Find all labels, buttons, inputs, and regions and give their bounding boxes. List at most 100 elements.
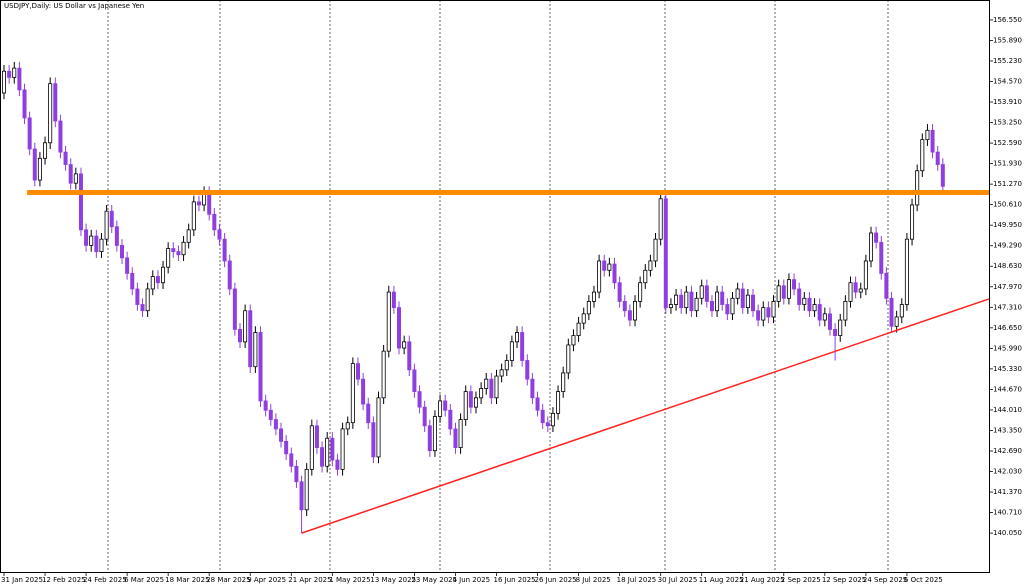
x-tick-label: 24 Sep 2025	[863, 576, 907, 584]
candle-body	[330, 437, 335, 461]
candle-body	[525, 360, 530, 380]
candle-body	[340, 428, 345, 470]
candle-body	[345, 422, 350, 430]
x-tick-label: 31 Jan 2025	[1, 576, 43, 584]
candle-body	[2, 70, 7, 94]
candle-body	[27, 117, 32, 150]
candle-body	[422, 406, 427, 427]
candle-body	[812, 304, 817, 312]
candle-body	[858, 288, 863, 293]
candle-body	[130, 273, 135, 290]
candle-body	[566, 344, 571, 374]
candle-body	[576, 322, 581, 337]
candle-body	[314, 425, 319, 448]
candle-body	[150, 276, 155, 290]
candle-body	[550, 412, 555, 427]
candle-body	[802, 297, 807, 305]
candle-body	[78, 173, 83, 231]
candle-body	[504, 360, 509, 371]
candle-body	[207, 192, 212, 215]
candle-body	[443, 400, 448, 411]
candle-body	[304, 468, 309, 511]
candle-body	[186, 229, 191, 243]
candle-body	[453, 428, 458, 448]
candle-body	[248, 310, 253, 368]
candle-body	[756, 310, 761, 321]
x-tick-label: 1 May 2025	[329, 576, 370, 584]
candle-body	[617, 282, 622, 302]
candle-body	[874, 232, 879, 243]
x-tick-label: 16 Jun 2025	[494, 576, 536, 584]
y-tick-label: 147.970	[993, 283, 1022, 291]
x-tick-label: 2 Sep 2025	[781, 576, 821, 584]
candle-body	[515, 332, 520, 343]
chart-title: USDJPY,Daily: US Dollar vs Japanese Yen	[4, 2, 144, 10]
candle-body	[653, 238, 658, 262]
y-tick-label: 153.910	[993, 98, 1022, 106]
candle-body	[284, 440, 289, 455]
candle-body	[894, 316, 899, 327]
candle-body	[843, 300, 848, 321]
candle-body	[89, 235, 94, 246]
candle-body	[140, 304, 145, 312]
candle-body	[915, 170, 920, 206]
candle-body	[161, 266, 166, 284]
candle-body	[294, 465, 299, 483]
candle-body	[222, 238, 227, 262]
candle-body	[807, 297, 812, 312]
candle-body	[668, 304, 673, 309]
candle-body	[648, 260, 653, 271]
y-tick-label: 145.990	[993, 344, 1022, 352]
candle-body	[833, 328, 838, 337]
candle-body	[171, 248, 176, 253]
candle-body	[674, 294, 679, 305]
y-tick-label: 153.250	[993, 119, 1022, 127]
candle-body	[473, 397, 478, 408]
candle-body	[561, 372, 566, 392]
x-tick-label: 6 Mar 2025	[124, 576, 164, 584]
candle-body	[427, 425, 432, 452]
candle-body	[494, 375, 499, 399]
candle-body	[920, 139, 925, 172]
candle-body	[217, 229, 222, 240]
candle-body	[930, 129, 935, 153]
candle-body	[622, 300, 627, 312]
candle-body	[376, 397, 381, 458]
candle-body	[586, 300, 591, 315]
y-tick-label: 154.570	[993, 77, 1022, 85]
candle-body	[751, 294, 756, 312]
candle-body	[689, 291, 694, 312]
candle-body	[104, 210, 109, 240]
candle-body	[786, 279, 791, 299]
candle-body	[263, 400, 268, 411]
y-tick-label: 145.330	[993, 365, 1022, 373]
candle-body	[155, 276, 160, 284]
y-tick-label: 147.310	[993, 303, 1022, 311]
candle-body	[289, 453, 294, 467]
y-tick-label: 146.650	[993, 324, 1022, 332]
x-tick-label: 6 Oct 2025	[904, 576, 943, 584]
candle-body	[391, 291, 396, 309]
candle-body	[540, 409, 545, 424]
candle-body	[699, 285, 704, 299]
y-tick-label: 143.350	[993, 426, 1022, 434]
candle-body	[279, 428, 284, 442]
candle-body	[463, 391, 468, 420]
candle-body	[119, 245, 124, 259]
y-tick-label: 140.050	[993, 529, 1022, 537]
candle-body	[145, 288, 150, 312]
x-tick-label: 12 Sep 2025	[822, 576, 866, 584]
candle-body	[627, 310, 632, 321]
x-tick-label: 21 Aug 2025	[740, 576, 785, 584]
candle-body	[545, 422, 550, 427]
candle-body	[612, 263, 617, 284]
candle-body	[827, 313, 832, 330]
candle-body	[22, 89, 27, 119]
candle-body	[412, 369, 417, 392]
candle-body	[237, 328, 242, 343]
candle-body	[591, 291, 596, 302]
x-tick-label: 18 Mar 2025	[165, 576, 209, 584]
x-tick-label: 24 Feb 2025	[83, 576, 127, 584]
candle-body	[499, 369, 504, 377]
